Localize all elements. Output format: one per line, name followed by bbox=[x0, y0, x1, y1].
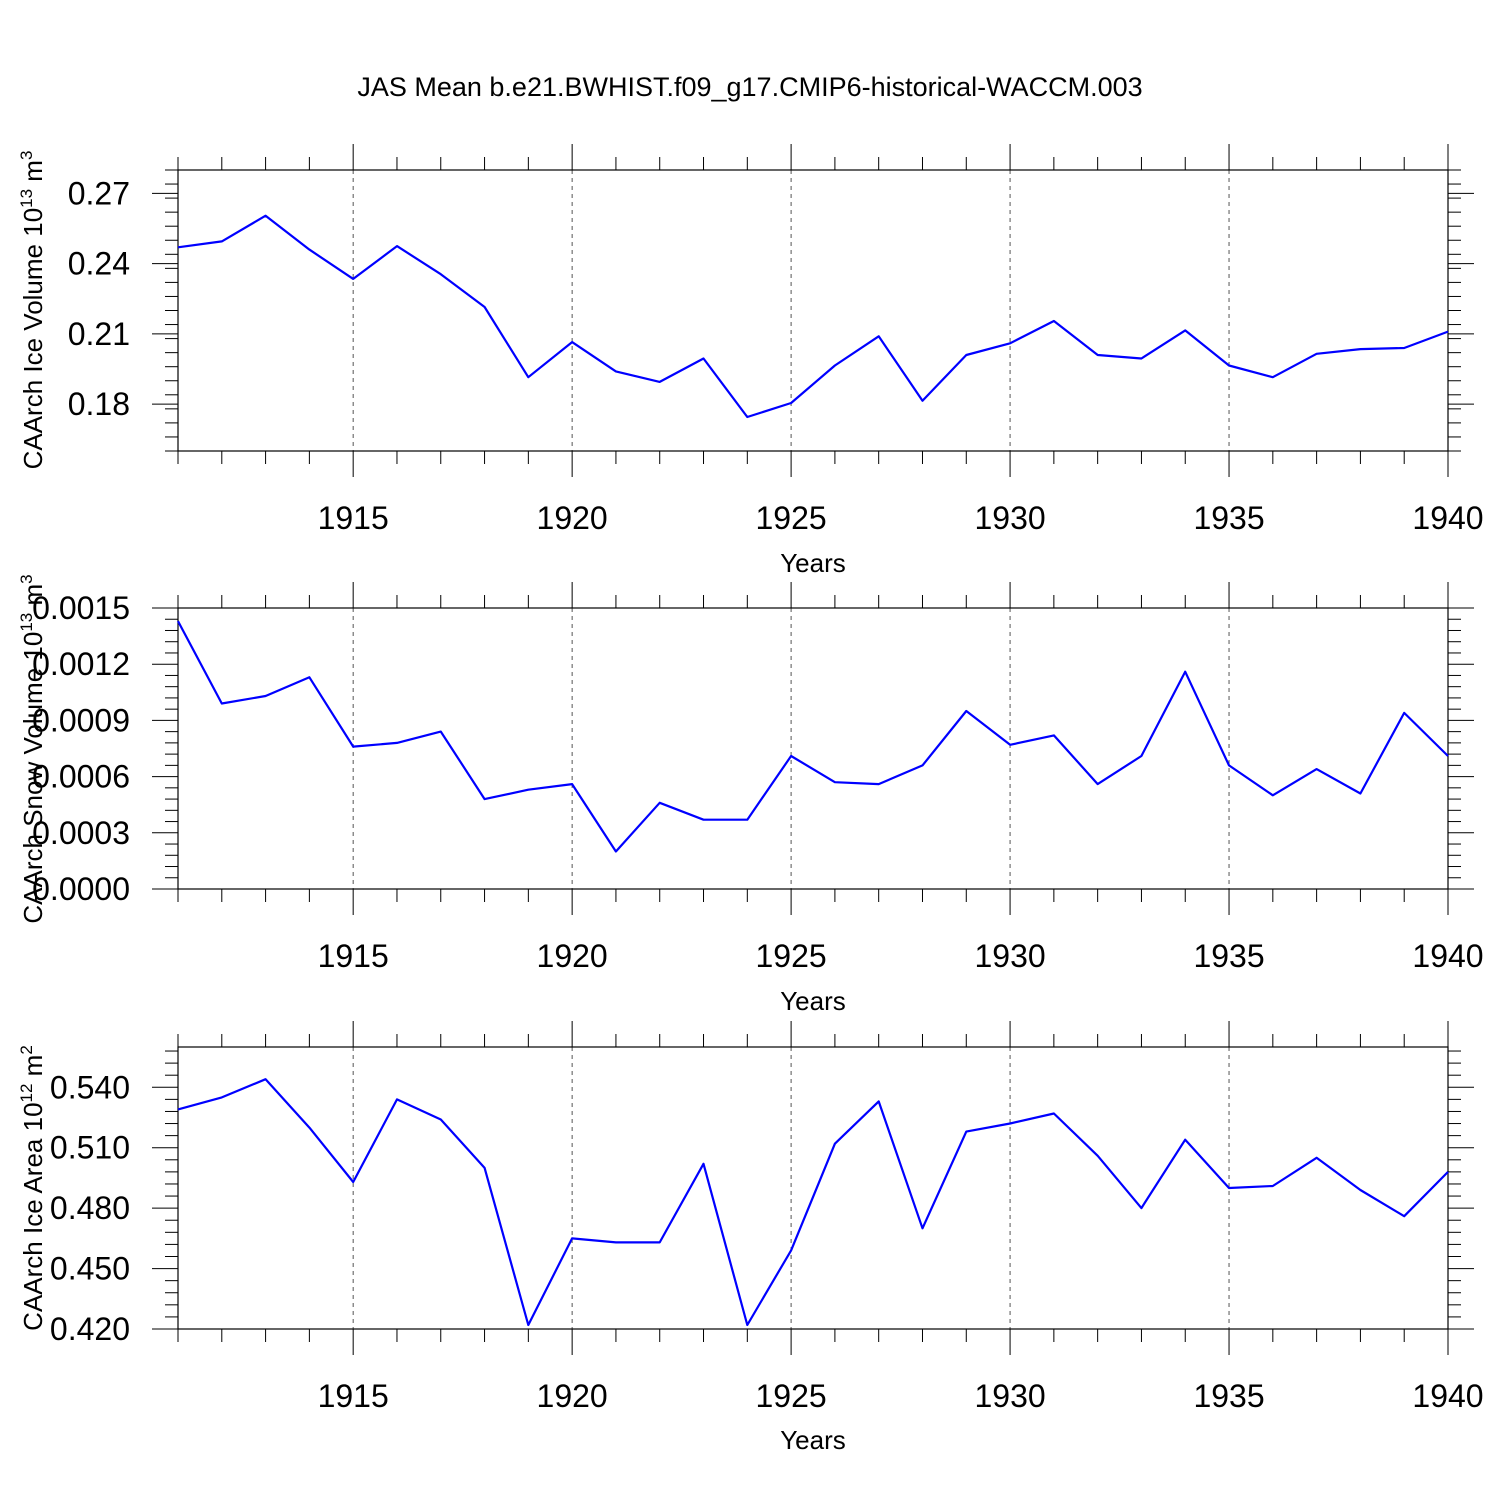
y-axis-label-unit-exponent: 3 bbox=[17, 151, 36, 160]
plot-frame bbox=[177, 607, 1449, 890]
x-tick-label: 1915 bbox=[318, 1378, 389, 1414]
x-tick-label: 1940 bbox=[1412, 938, 1483, 974]
x-tick-label: 1925 bbox=[756, 500, 827, 536]
y-tick-label: 0.0009 bbox=[32, 702, 130, 738]
y-tick-label: 0.27 bbox=[68, 175, 130, 211]
plot-frame bbox=[177, 169, 1449, 452]
x-tick-label: 1915 bbox=[318, 938, 389, 974]
y-tick-label: 0.480 bbox=[50, 1190, 130, 1226]
y-axis-label: CAArch Snow Volume 1013 m3 bbox=[17, 574, 48, 923]
x-tick-label: 1930 bbox=[974, 500, 1045, 536]
y-axis-label-main: CAArch Ice Area 10 bbox=[18, 1102, 48, 1330]
x-tick-label: 1925 bbox=[756, 1378, 827, 1414]
y-tick-label: 0.540 bbox=[50, 1069, 130, 1105]
x-axis-label: Years bbox=[780, 986, 846, 1016]
y-tick-label: 0.0006 bbox=[32, 759, 130, 795]
x-tick-label: 1930 bbox=[974, 938, 1045, 974]
plot-frame bbox=[177, 1046, 1449, 1330]
y-tick-label: 0.0015 bbox=[32, 590, 130, 626]
y-axis-label-unit: m bbox=[18, 1055, 48, 1084]
y-tick-label: 0.420 bbox=[50, 1311, 130, 1347]
x-tick-label: 1940 bbox=[1412, 500, 1483, 536]
y-tick-label: 0.510 bbox=[50, 1130, 130, 1166]
x-tick-label: 1920 bbox=[537, 938, 608, 974]
y-axis-label-unit: m bbox=[18, 160, 48, 189]
x-tick-label: 1930 bbox=[974, 1378, 1045, 1414]
series-line bbox=[177, 1078, 1449, 1327]
x-tick-label: 1920 bbox=[537, 500, 608, 536]
x-tick-label: 1935 bbox=[1193, 938, 1264, 974]
y-axis-label-exponent: 13 bbox=[17, 613, 36, 632]
y-tick-label: 0.0000 bbox=[32, 871, 130, 907]
y-axis-label-exponent: 13 bbox=[17, 189, 36, 208]
x-tick-label: 1940 bbox=[1412, 1378, 1483, 1414]
y-tick-label: 0.0012 bbox=[32, 646, 130, 682]
y-axis-label: CAArch Ice Volume 1013 m3 bbox=[17, 151, 48, 470]
y-axis-label-unit-exponent: 3 bbox=[17, 574, 36, 583]
y-axis-label-unit-exponent: 2 bbox=[17, 1045, 36, 1054]
series-line bbox=[177, 620, 1449, 853]
y-tick-label: 0.0003 bbox=[32, 815, 130, 851]
x-axis-label: Years bbox=[780, 1425, 846, 1455]
x-tick-label: 1925 bbox=[756, 938, 827, 974]
y-axis-label-main: CAArch Ice Volume 10 bbox=[18, 208, 48, 470]
series-line bbox=[177, 214, 1449, 419]
panel-snow-volume: 1915 1920 1925 1930 1935 1940 0.0000 0.0003 0.00… bbox=[17, 574, 1484, 1016]
y-tick-label: 0.24 bbox=[68, 246, 130, 282]
panel-ice-volume: 1915 1920 1925 1930 1935 1940 0.18 0.21 0.24 0.27… bbox=[17, 144, 1484, 578]
x-tick-label: 1935 bbox=[1193, 1378, 1264, 1414]
y-tick-label: 0.21 bbox=[68, 316, 130, 352]
panel-ice-area: 1915 1920 1925 1930 1935 1940 0.420 0.450 0.480 0… bbox=[17, 1021, 1484, 1455]
x-axis-label: Years bbox=[780, 548, 846, 578]
figure-title: JAS Mean b.e21.BWHIST.f09_g17.CMIP6-hist… bbox=[357, 72, 1142, 102]
y-axis-label: CAArch Ice Area 1012 m2 bbox=[17, 1045, 48, 1331]
x-tick-label: 1920 bbox=[537, 1378, 608, 1414]
y-tick-label: 0.18 bbox=[68, 386, 130, 422]
x-tick-label: 1915 bbox=[318, 500, 389, 536]
x-tick-label: 1935 bbox=[1193, 500, 1264, 536]
y-axis-label-exponent: 12 bbox=[17, 1084, 36, 1103]
y-axis-label-unit: m bbox=[18, 584, 48, 613]
y-tick-label: 0.450 bbox=[50, 1251, 130, 1287]
y-axis-label-main: CAArch Snow Volume 10 bbox=[18, 632, 48, 924]
